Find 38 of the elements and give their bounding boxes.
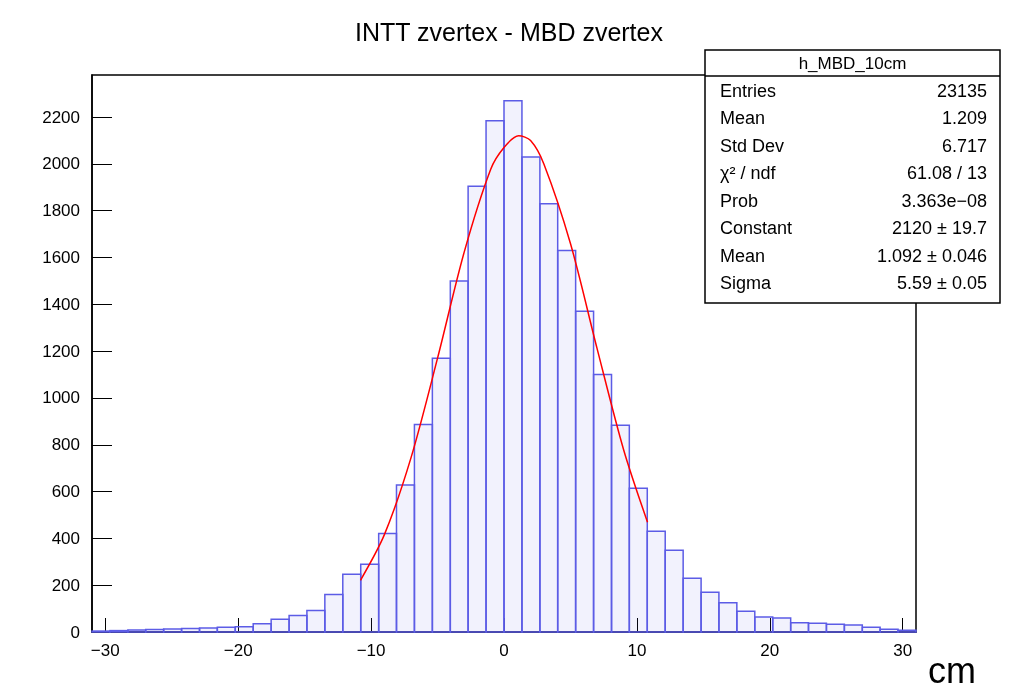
y-tick-label: 1200: [42, 341, 80, 361]
y-tick-label: 800: [51, 435, 80, 455]
annotation: 3.363e−08: [901, 190, 987, 211]
y-tick-label: 400: [51, 528, 80, 548]
y-tick-label: 1600: [42, 248, 80, 268]
text: 23135: [936, 80, 987, 101]
y-tick-label: 2200: [42, 107, 80, 127]
x-tick-label: 20: [760, 641, 780, 660]
x-tick-label: −10: [356, 641, 386, 660]
x-tick-label: 10: [627, 641, 647, 660]
annotation: 1.092 ± 0.046: [877, 245, 987, 266]
text: 1.209: [941, 108, 987, 129]
x-tick-label: 30: [893, 641, 913, 660]
y-tick-label: 1000: [42, 388, 80, 408]
annotation: Entries: [720, 80, 777, 101]
text: 6.717: [941, 135, 987, 156]
y-tick-label: 2000: [42, 154, 80, 174]
x-axis-title: cm: [928, 649, 976, 688]
annotation: Mean: [720, 245, 766, 266]
annotation: χ² / ndf: [720, 163, 777, 184]
y-tick-label: 600: [51, 482, 80, 502]
annotation: Constant: [720, 218, 793, 239]
chart-title: INTT zvertex - MBD zvertex: [355, 17, 664, 46]
y-tick-label: 1800: [42, 201, 80, 221]
annotation: Std Dev: [720, 135, 785, 156]
annotation: 5.59 ± 0.05: [897, 273, 987, 294]
y-tick-label: 200: [51, 575, 80, 595]
x-tick-label: −20: [223, 641, 253, 660]
text: h_MBD_10cm: [798, 53, 907, 73]
annotation: 61.08 / 13: [906, 163, 987, 184]
y-tick-label: 1400: [42, 294, 80, 314]
annotation: Prob: [720, 190, 759, 211]
annotation: 2120 ± 19.7: [892, 218, 987, 239]
annotation: Mean: [720, 108, 766, 129]
x-tick-label: 0: [499, 641, 509, 660]
y-tick-label: 0: [70, 622, 80, 642]
x-tick-label: −30: [90, 641, 120, 660]
annotation: Sigma: [720, 273, 773, 294]
